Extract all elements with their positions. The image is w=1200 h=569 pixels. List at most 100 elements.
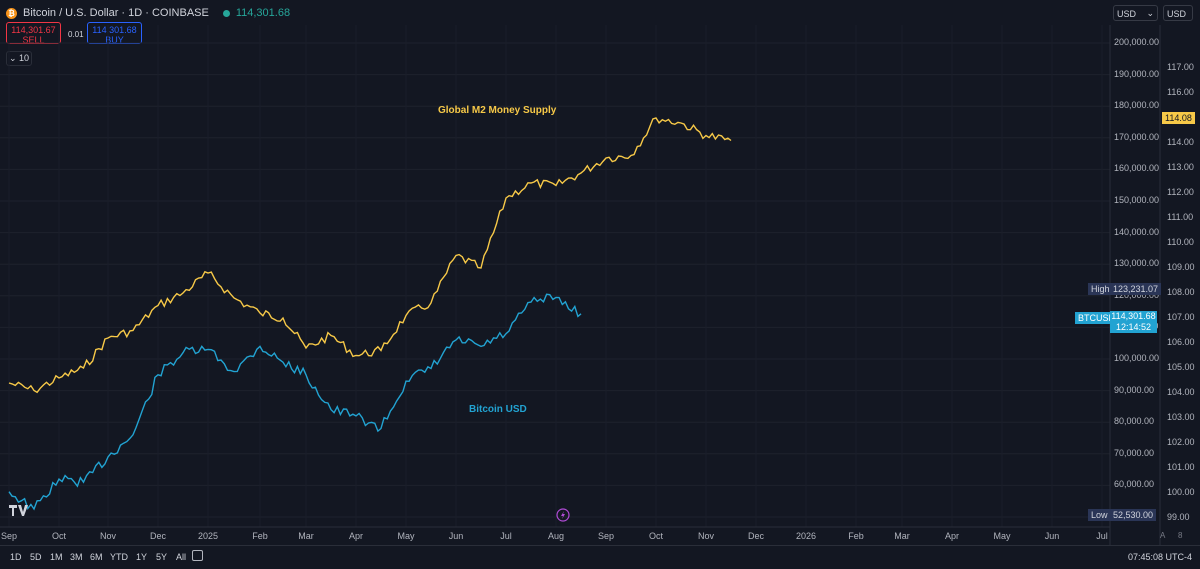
x-axis-tick: Feb [252, 531, 268, 541]
x-axis-tick: Sep [597, 531, 615, 541]
right-axis-tick: 99.00 [1167, 512, 1190, 522]
right-axis-tick: 100.00 [1167, 487, 1195, 497]
x-axis-tick: Nov [697, 531, 715, 541]
x-axis-tick: 2026 [795, 531, 817, 541]
left-axis-tick: 180,000.00 [1114, 100, 1160, 111]
last-price: 114,301.68 [235, 7, 291, 19]
low-tag-label: Low [1088, 509, 1111, 521]
grid-lines [0, 25, 1110, 527]
symbol-title: Bitcoin / U.S. Dollar · 1D · COINBASE [23, 7, 209, 19]
btc-annotation: Bitcoin USD [469, 404, 527, 415]
high-tag-label: High [1088, 283, 1113, 295]
x-axis-tick: Nov [99, 531, 117, 541]
x-axis-tick: May [397, 531, 415, 541]
m2-price-tag: 114.08 [1162, 112, 1195, 124]
sell-price: 114,301.67 [11, 25, 56, 35]
left-axis-tick: 150,000.00 [1114, 195, 1160, 205]
left-axis-tick: 200,000.00 [1114, 37, 1160, 47]
range-button-5d[interactable]: 5D [30, 552, 42, 562]
buy-price: 114,301.68 [92, 25, 137, 35]
tradingview-logo [9, 505, 28, 516]
x-axis-tick: Jul [500, 531, 512, 541]
x-axis-tick: Aug [547, 531, 565, 541]
spread-value: 0.01 [68, 30, 84, 39]
right-axis-tick: 117.00 [1167, 62, 1194, 72]
left-axis-tick: 140,000.00 [1114, 226, 1160, 237]
lot-size-toggle[interactable]: ⌄ 10 [6, 51, 32, 66]
range-button-3m[interactable]: 3M [70, 552, 83, 562]
left-axis-tick: 70,000.00 [1114, 447, 1155, 458]
x-axis-tick: Dec [149, 531, 167, 541]
range-button-1d[interactable]: 1D [10, 552, 22, 562]
right-axis-tick: 112.00 [1167, 187, 1194, 197]
right-axis-tick: 110.00 [1167, 237, 1194, 247]
right-axis-tick: 109.00 [1167, 262, 1195, 272]
x-axis-tick: Oct [51, 531, 67, 541]
clock: 07:45:08 UTC-4 [1127, 552, 1192, 562]
bitcoin-icon: ₿ [6, 7, 17, 19]
calendar-icon[interactable] [192, 550, 203, 561]
left-axis-tick: 80,000.00 [1114, 416, 1155, 427]
bottom-toolbar: 1D 5D 1M 3M 6M YTD 1Y 5Y All 07:45:08 UTC-4 [0, 545, 1200, 569]
right-axis-tick: 107.00 [1167, 312, 1195, 322]
x-axis-tick: Sep [0, 531, 18, 541]
right-axis-tick: 106.00 [1167, 337, 1195, 347]
lot-size-value: 10 [19, 53, 30, 63]
high-tag-value: 123,231.07 [1110, 283, 1162, 295]
auto-scale-button[interactable]: A [1160, 531, 1166, 540]
x-axis-tick: Feb [848, 531, 864, 541]
low-tag-value: 52,530.00 [1110, 509, 1157, 521]
currency-select-right[interactable]: USD [1163, 5, 1193, 21]
range-button-ytd[interactable]: YTD [110, 552, 128, 562]
right-axis-tick: 114.00 [1167, 137, 1194, 147]
buy-label: BUY [105, 35, 124, 45]
x-axis-tick: Mar [298, 531, 314, 541]
right-axis-tick: 104.00 [1167, 387, 1195, 397]
x-axis-tick: Jul [1096, 531, 1108, 541]
right-axis-tick: 102.00 [1167, 437, 1195, 447]
btc-price-tag: 114,301.68 12:14:52 [1110, 311, 1157, 333]
left-axis-tick: 90,000.00 [1114, 384, 1155, 395]
left-axis-tick: 170,000.00 [1114, 131, 1160, 142]
x-axis-tick: Apr [944, 531, 960, 541]
x-axis-tick: Dec [747, 531, 765, 541]
right-axis-tick: 105.00 [1167, 362, 1195, 372]
x-axis-tick: Jun [448, 531, 464, 541]
m2-annotation: Global M2 Money Supply [438, 105, 557, 116]
range-button-1m[interactable]: 1M [50, 552, 63, 562]
series-line-m2 [8, 117, 732, 394]
currency-right-value: USD [1167, 9, 1187, 19]
log-scale-button[interactable]: 8 [1178, 531, 1183, 540]
x-axis-tick: Jun [1044, 531, 1060, 541]
left-axis-tick: 60,000.00 [1114, 479, 1155, 490]
right-axis-tick: 116.00 [1167, 87, 1194, 97]
left-axis-tick: 130,000.00 [1114, 258, 1160, 269]
btc-tag-value: 114,301.68 [1111, 311, 1156, 321]
currency-select-left[interactable]: USD ⌄ [1113, 5, 1158, 21]
left-axis-tick: 160,000.00 [1114, 163, 1160, 174]
currency-left-value: USD [1117, 9, 1137, 19]
x-axis-tick: 2025 [197, 531, 219, 541]
x-axis-tick: Oct [648, 531, 664, 541]
market-open-icon [222, 9, 230, 17]
range-button-6m[interactable]: 6M [90, 552, 103, 562]
range-button-all[interactable]: All [176, 552, 187, 562]
lightning-icon [556, 508, 570, 522]
x-axis-tick: May [993, 531, 1011, 541]
right-axis-tick: 101.00 [1167, 462, 1195, 472]
right-axis-tick: 111.00 [1167, 212, 1194, 222]
right-axis-tick: 113.00 [1167, 162, 1194, 172]
chevron-down-icon: ⌄ [8, 53, 17, 63]
range-button-1y[interactable]: 1Y [136, 552, 148, 562]
chevron-down-icon: ⌄ [1146, 8, 1154, 18]
right-axis-tick: 108.00 [1167, 287, 1195, 297]
price-chart[interactable] [0, 0, 1200, 545]
right-axis-tick: 103.00 [1167, 412, 1195, 422]
symbol-title-row[interactable]: ₿ Bitcoin / U.S. Dollar · 1D · COINBASE … [6, 7, 290, 19]
chart-header: ₿ Bitcoin / U.S. Dollar · 1D · COINBASE … [0, 0, 1110, 26]
range-button-5y[interactable]: 5Y [156, 552, 168, 562]
x-axis-tick: Mar [894, 531, 910, 541]
sell-label: SELL [22, 35, 45, 45]
left-axis-tick: 190,000.00 [1114, 68, 1160, 79]
series-line-btc [8, 293, 582, 511]
